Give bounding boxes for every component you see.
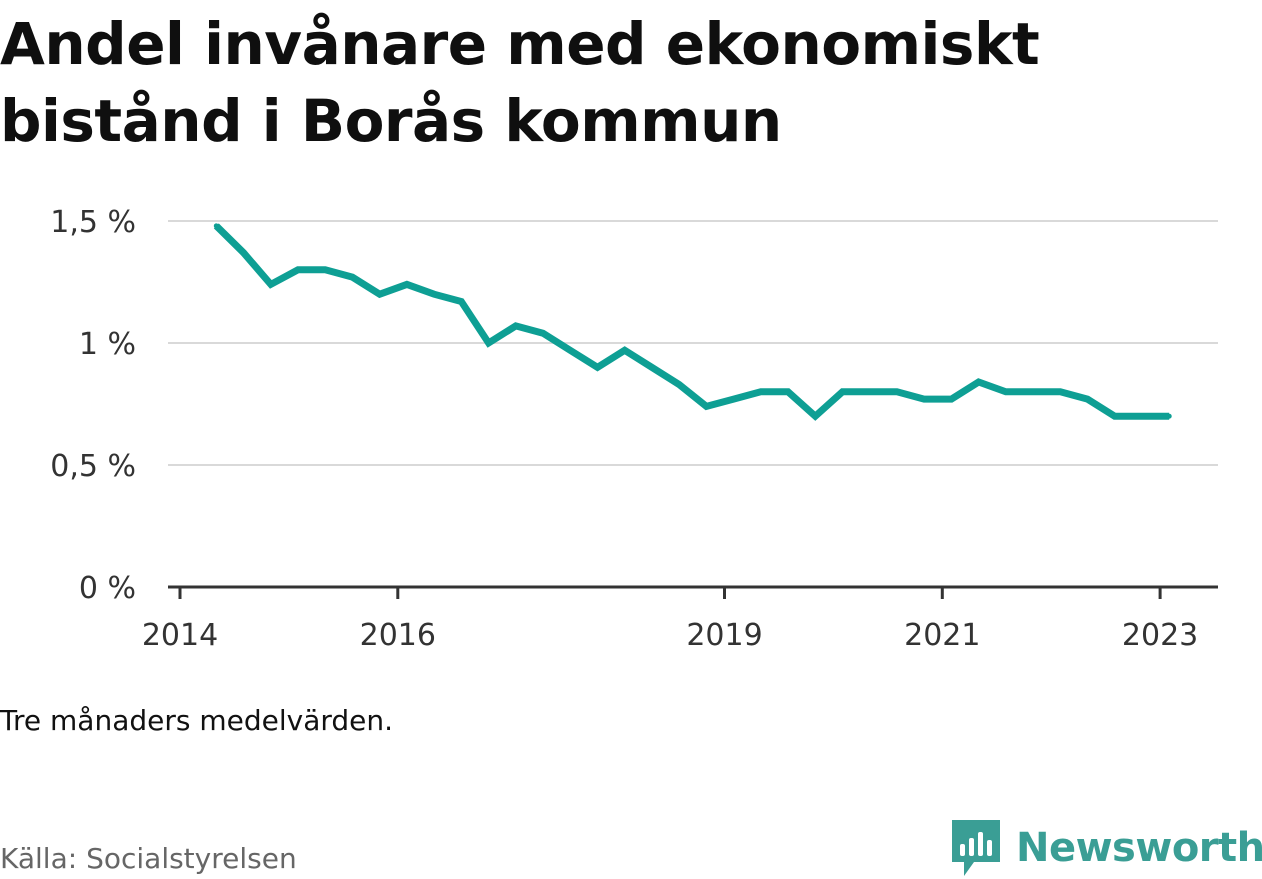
chart-note: Tre månaders medelvärden. bbox=[0, 704, 394, 737]
x-axis bbox=[168, 585, 1218, 599]
data-point bbox=[540, 330, 546, 336]
data-point bbox=[1003, 389, 1009, 395]
data-point bbox=[595, 364, 600, 370]
data-point bbox=[1030, 389, 1036, 395]
data-point bbox=[758, 389, 764, 395]
data-point bbox=[1112, 413, 1118, 419]
data-point bbox=[349, 274, 355, 280]
x-tick-label: 2014 bbox=[142, 618, 218, 653]
x-tick-label: 2021 bbox=[904, 618, 980, 653]
grid-lines bbox=[168, 220, 1218, 466]
source-credit: Källa: Socialstyrelsen bbox=[0, 842, 297, 875]
data-point bbox=[377, 291, 383, 297]
data-point bbox=[213, 223, 219, 229]
data-point bbox=[322, 267, 328, 273]
y-axis-tick-labels: 0 % 0,5 % 1 % 1,5 % bbox=[50, 205, 136, 606]
brand-logo: Newsworthy bbox=[950, 818, 1262, 878]
y-tick-label: 1,5 % bbox=[50, 205, 136, 240]
data-point bbox=[1166, 413, 1172, 419]
data-point bbox=[867, 389, 873, 395]
brand-name: Newsworthy bbox=[1016, 825, 1262, 871]
y-tick-label: 1 % bbox=[79, 327, 136, 362]
data-point bbox=[676, 382, 682, 387]
data-point bbox=[1085, 396, 1090, 402]
data-point bbox=[567, 347, 573, 353]
y-tick-label: 0,5 % bbox=[50, 449, 136, 484]
y-tick-label: 0 % bbox=[79, 571, 136, 606]
data-point bbox=[921, 396, 927, 402]
data-point bbox=[268, 281, 274, 287]
data-point bbox=[1139, 413, 1145, 419]
series-group bbox=[213, 223, 1172, 421]
data-point bbox=[513, 323, 519, 329]
x-tick-label: 2023 bbox=[1122, 618, 1198, 653]
x-axis-tick-labels: 2014 2016 2019 2021 2023 bbox=[142, 618, 1198, 653]
chart-title: Andel invånare med ekonomiskt bistånd i … bbox=[0, 10, 1040, 155]
data-point bbox=[894, 389, 900, 395]
line-chart: 0 % 0,5 % 1 % 1,5 % 2014 2016 2019 2021 2023 bbox=[50, 205, 1218, 653]
data-point bbox=[622, 347, 628, 353]
x-tick-label: 2016 bbox=[360, 618, 436, 653]
data-point bbox=[976, 379, 982, 385]
x-tick-label: 2019 bbox=[686, 618, 762, 653]
data-point bbox=[486, 340, 492, 346]
data-point bbox=[241, 250, 246, 256]
newsworthy-logo-icon bbox=[952, 820, 1000, 876]
data-point bbox=[840, 389, 845, 395]
data-point bbox=[295, 267, 301, 273]
data-point bbox=[731, 396, 737, 402]
series-line bbox=[213, 223, 1170, 421]
data-point bbox=[431, 291, 437, 297]
data-point bbox=[785, 389, 791, 395]
data-point bbox=[404, 281, 410, 287]
data-point bbox=[812, 413, 818, 419]
data-point bbox=[703, 403, 709, 409]
data-point bbox=[649, 364, 655, 370]
data-point bbox=[1057, 389, 1063, 395]
data-point bbox=[948, 396, 954, 402]
data-point bbox=[458, 299, 464, 304]
